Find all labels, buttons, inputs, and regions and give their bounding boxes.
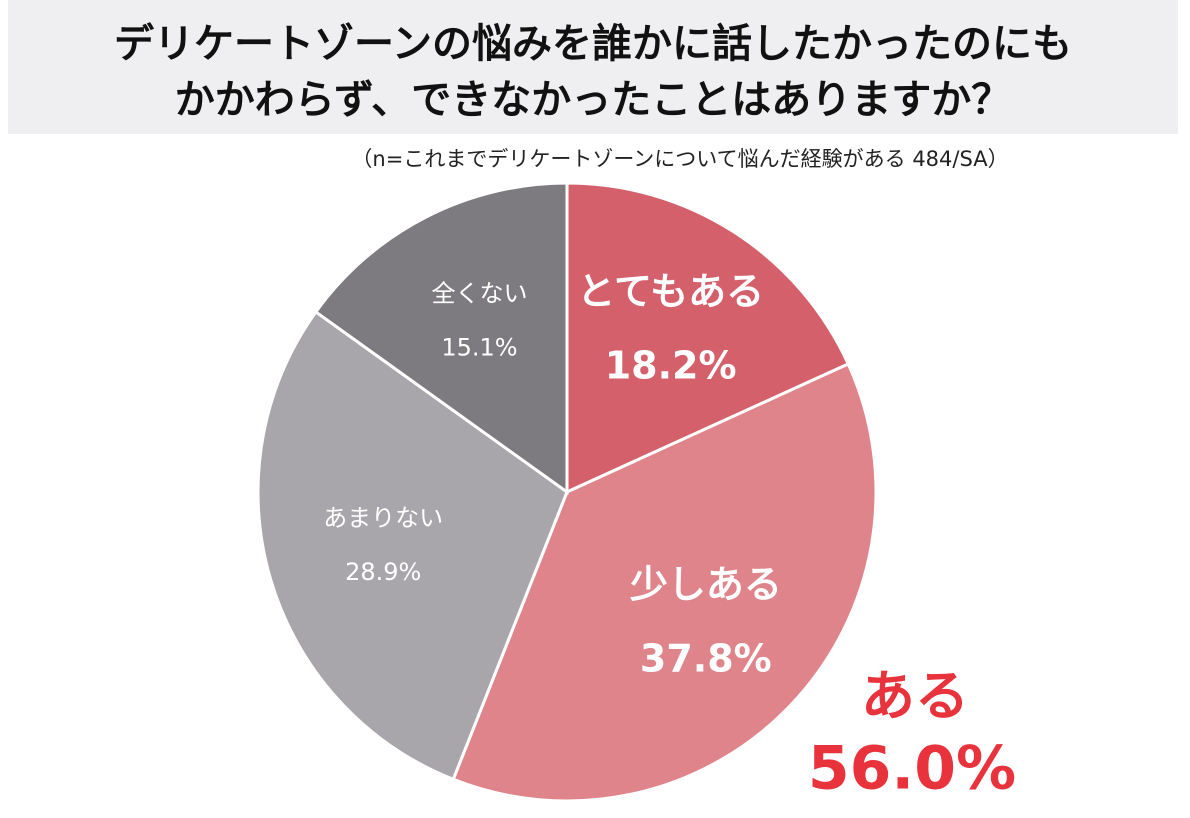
chart-title: かかわらず、できなかったことはありますか？ — [175, 77, 1011, 123]
pie-slice — [451, 361, 878, 803]
pie-slice — [565, 181, 851, 495]
pie-slice — [313, 181, 569, 495]
pie-slice — [256, 309, 569, 782]
slice-value-label: 15.1% — [441, 334, 517, 362]
slice-label: 全くない — [431, 280, 527, 308]
annotation-value: 56.0% — [808, 734, 1016, 804]
slice-label: とてもある — [577, 269, 764, 313]
annotation-label: ある — [861, 665, 969, 728]
slice-value-label: 28.9% — [345, 558, 421, 586]
chart-subtitle: （n=これまでデリケートゾーンについて悩んだ経験がある 484/SA） — [351, 147, 1008, 171]
slice-label: あまりない — [323, 504, 443, 532]
title-background — [8, 0, 1178, 134]
chart-title: デリケートゾーンの悩みを誰かに話したかったのにも — [114, 21, 1072, 67]
slice-value-label: 37.8% — [640, 637, 772, 681]
slice-label: 少しある — [630, 563, 782, 607]
slice-value-label: 18.2% — [605, 343, 737, 387]
